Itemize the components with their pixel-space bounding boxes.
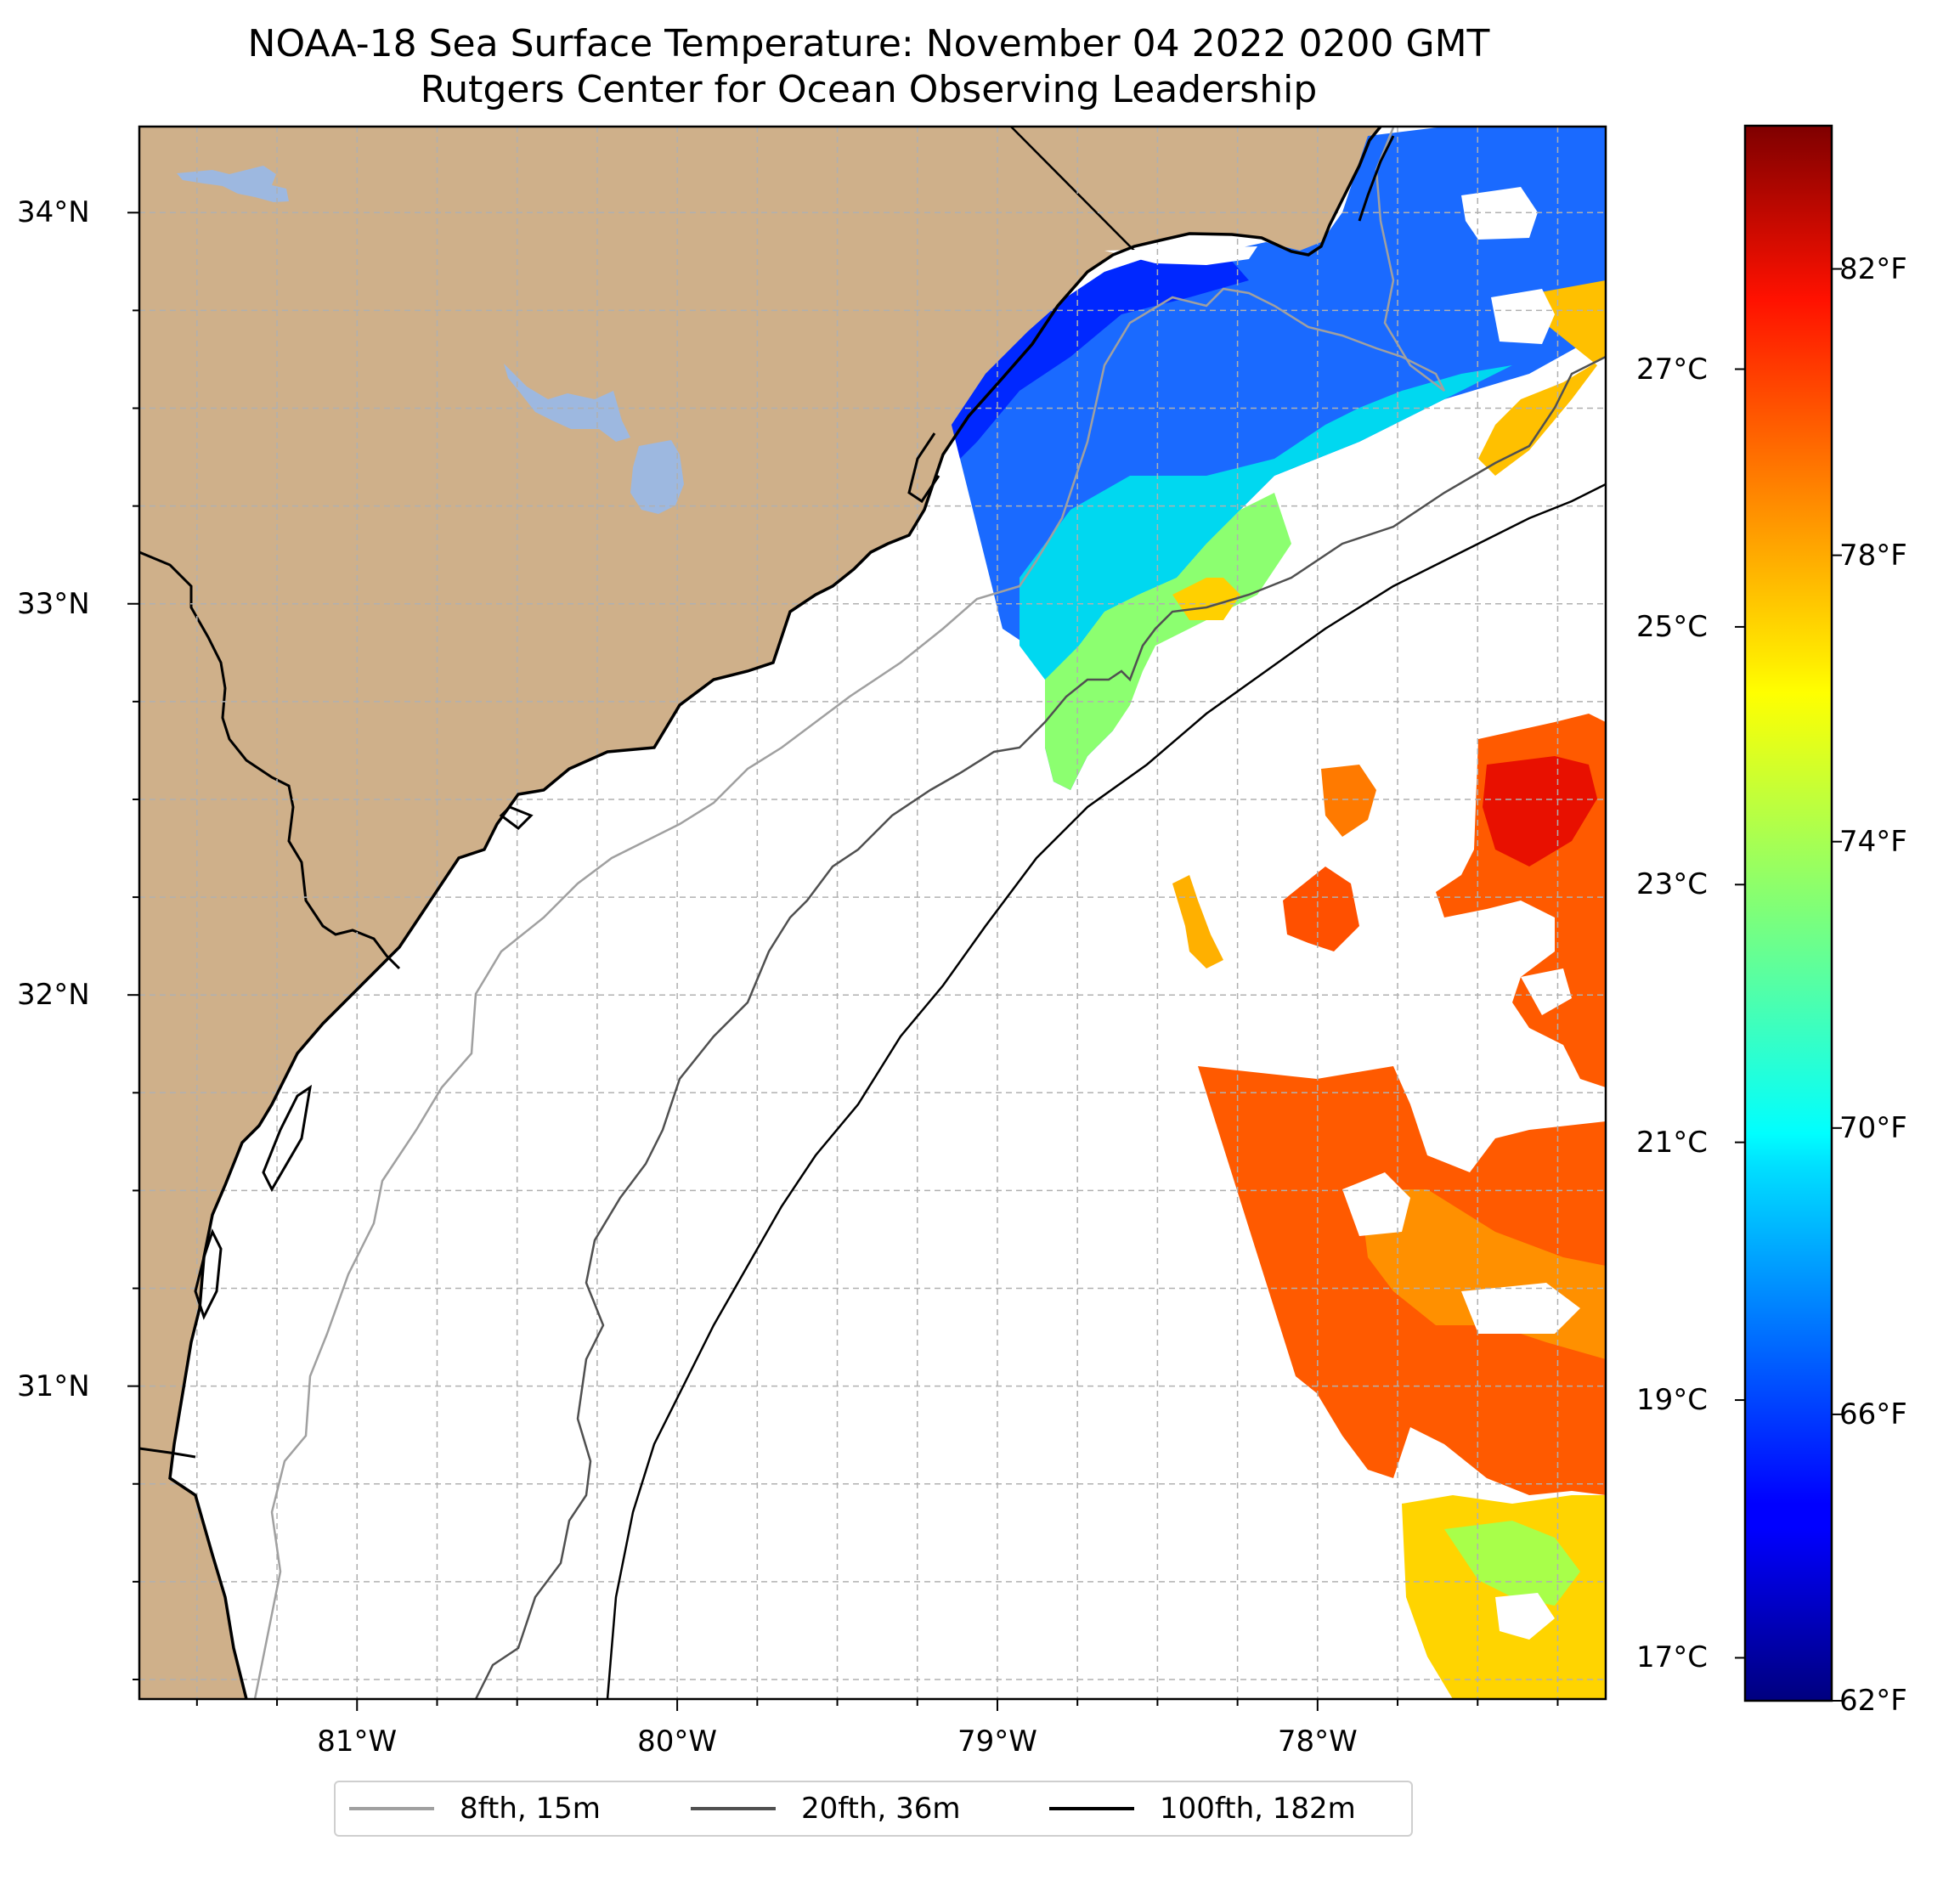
legend-item-8fth: 8fth, 15m [349, 1782, 601, 1835]
sst-small-patch [1172, 875, 1223, 968]
cloud-gap [1461, 1283, 1580, 1334]
coast-island [194, 1228, 223, 1320]
cloud-gap [1495, 1593, 1555, 1640]
cloud-gap [1342, 1172, 1410, 1236]
figure-subtitle: Rutgers Center for Ocean Observing Leade… [420, 68, 1318, 111]
colorbar-c-label: 21°C [1636, 1125, 1709, 1160]
colorbar-f-label: 82°F [1839, 251, 1907, 286]
coast-inlet [1358, 135, 1395, 222]
lon-tick-label: 79°W [957, 1725, 1037, 1759]
sst-data-layer [952, 127, 1606, 1699]
coastline [168, 127, 1382, 1699]
map-frame [138, 125, 1607, 1701]
legend-label-8fth: 8fth, 15m [460, 1792, 601, 1826]
sst-north-blue [952, 251, 1249, 459]
lat-tick-label: 31°N [17, 1369, 90, 1403]
sst-south-green [1444, 1521, 1580, 1606]
sst-east-red [1483, 756, 1597, 867]
river-boundary [139, 550, 401, 970]
river-boundary-south [139, 1447, 196, 1459]
lake-marion [504, 364, 630, 442]
sst-mid-east-2 [1283, 867, 1359, 951]
cloud-gap [1521, 968, 1572, 1015]
colorbar-c-label: 17°C [1636, 1640, 1709, 1675]
lake-moultrie [630, 440, 684, 514]
legend-swatch-8fth [349, 1807, 434, 1810]
legend: 8fth, 15m 20fth, 36m 100fth, 182m [334, 1781, 1413, 1837]
legend-swatch-20fth [691, 1807, 776, 1810]
legend-item-20fth: 20fth, 36m [691, 1782, 961, 1835]
land-mass [139, 127, 1381, 1699]
coast-island [499, 805, 534, 830]
lat-tick-label: 32°N [17, 978, 90, 1013]
axis-ticks [127, 212, 1559, 1711]
colorbar-c-label: 27°C [1636, 352, 1709, 387]
legend-label-20fth: 20fth, 36m [801, 1792, 961, 1826]
colorbar-f-label: 74°F [1839, 824, 1907, 859]
sst-north-east-warm [1478, 280, 1606, 476]
lake-north [177, 166, 289, 202]
isobath-100fth [606, 483, 1606, 1699]
sst-north-cyan [1020, 365, 1512, 680]
lat-tick-label: 33°N [17, 586, 90, 621]
colorbar-f-label: 70°F [1839, 1110, 1907, 1145]
colorbar-ticks [1735, 268, 1842, 1702]
colorbar-f-label: 66°F [1839, 1397, 1907, 1431]
colorbar-c-label: 19°C [1636, 1383, 1709, 1418]
cloud-gap [1491, 289, 1555, 344]
colorbar-f-label: 62°F [1839, 1684, 1907, 1718]
lon-tick-label: 80°W [637, 1725, 718, 1759]
state-boundary [1010, 127, 1139, 256]
gridlines [139, 127, 1606, 1699]
colorbar-c-label: 23°C [1636, 867, 1709, 902]
isobath-8fth [253, 127, 1446, 1699]
sst-north-green [1045, 493, 1291, 790]
legend-swatch-100fth [1049, 1807, 1134, 1810]
cloud-gap [1376, 442, 1461, 510]
figure-title: NOAA-18 Sea Surface Temperature: Novembe… [247, 22, 1490, 65]
lon-tick-label: 81°W [317, 1725, 398, 1759]
lat-tick-label: 34°N [17, 195, 90, 230]
sst-mid-east [1321, 765, 1376, 837]
legend-label-100fth: 100fth, 182m [1160, 1792, 1356, 1826]
colorbar-c-label: 25°C [1636, 609, 1709, 644]
legend-item-100fth: 100fth, 182m [1049, 1782, 1356, 1835]
colorbar-f-label: 78°F [1839, 538, 1907, 573]
cloud-gap [1104, 246, 1257, 265]
isobath-20fth [474, 355, 1606, 1699]
coast-inlet [907, 432, 940, 504]
coast-island [262, 1084, 313, 1193]
lon-tick-label: 78°W [1277, 1725, 1358, 1759]
colorbar [1743, 124, 1833, 1702]
